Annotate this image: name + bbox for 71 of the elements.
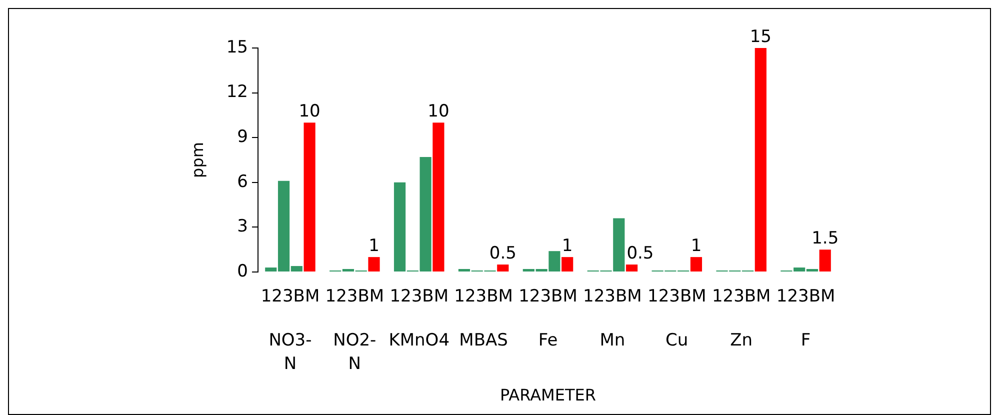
text: 3 — [540, 286, 552, 306]
data-label: 10 — [298, 102, 320, 122]
text: BM — [680, 286, 706, 306]
y-tick-label: 6 — [237, 172, 248, 192]
text: 1 — [518, 286, 530, 306]
data-label: 0.5 — [626, 243, 654, 264]
x-tick-label: Fe — [538, 330, 558, 350]
bar — [754, 48, 766, 272]
text: BM — [808, 286, 836, 306]
text: 1 — [776, 286, 788, 306]
text: BM — [422, 286, 449, 306]
bar — [304, 122, 316, 272]
text: 2 — [787, 286, 798, 306]
bar — [497, 264, 509, 272]
text: 2 — [336, 286, 347, 306]
text: BM — [486, 286, 513, 306]
text: 1 — [390, 286, 401, 306]
text: BM — [293, 286, 320, 306]
text: 2 — [400, 286, 412, 306]
text: BM — [358, 286, 384, 306]
x-tick-label: NO2-N — [333, 330, 376, 374]
series-label: 3 — [282, 286, 294, 306]
data-label: 0.5 — [489, 243, 516, 264]
text: 3 — [346, 286, 358, 306]
text: 3 — [411, 286, 422, 306]
x-tick-label: Zn — [730, 330, 753, 350]
text: 1 — [583, 286, 594, 306]
bar — [819, 250, 831, 272]
text: 1 — [648, 286, 658, 306]
text: 3 — [476, 286, 487, 306]
text: 2 — [658, 286, 670, 306]
x-tick-label: Cu — [666, 330, 688, 350]
bar — [626, 264, 638, 272]
x-tick-label: Mn — [600, 330, 626, 350]
y-tick-label: 12 — [226, 82, 248, 102]
text: 3 — [669, 286, 680, 306]
text: 3 — [734, 286, 744, 306]
data-label: 1.5 — [812, 228, 839, 249]
series-label: 2 — [272, 286, 282, 306]
text: 3 — [604, 286, 616, 306]
data-label: 1 — [690, 236, 702, 256]
text: 1 — [325, 286, 336, 306]
x-tick-label: KMnO4 — [388, 330, 450, 350]
y-tick-label: 0 — [237, 261, 248, 282]
text: 1 — [454, 286, 465, 306]
x-axis-title: PARAMETER — [500, 386, 596, 405]
x-tick-label: MBAS — [459, 330, 508, 350]
y-tick-label: 9 — [237, 127, 248, 148]
text: 2 — [464, 286, 476, 306]
text: BM — [551, 286, 578, 306]
bar — [368, 257, 380, 272]
data-label: 10 — [428, 102, 450, 122]
y-axis-title: ppm — [188, 142, 207, 178]
bar — [432, 122, 444, 272]
data-label: 15 — [750, 26, 772, 47]
x-tick-label: F — [800, 330, 811, 350]
text: BM — [744, 286, 771, 306]
text: 3 — [798, 286, 809, 306]
series-label: BM — [616, 286, 642, 306]
text: 2 — [594, 286, 605, 306]
text: 2 — [722, 286, 734, 306]
data-label: 1 — [368, 236, 380, 256]
y-tick-label: 15 — [226, 37, 248, 58]
x-tick-label: NO3-N — [268, 330, 312, 374]
bar — [690, 257, 702, 272]
series-label: 1 — [260, 286, 272, 306]
bar — [562, 257, 574, 272]
y-tick-label: 3 — [237, 216, 248, 237]
text: 2 — [529, 286, 540, 306]
text: 1 — [712, 286, 723, 306]
data-label: 1 — [562, 236, 573, 256]
